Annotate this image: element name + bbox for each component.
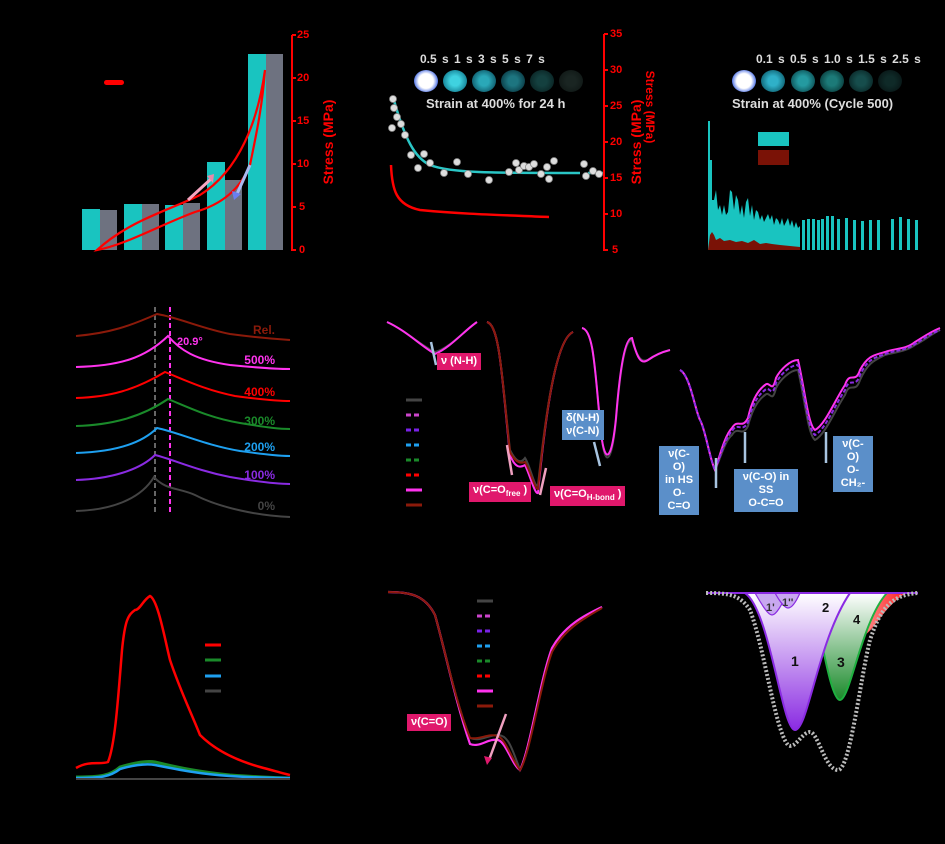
tick-10: 10: [610, 208, 623, 220]
label-rel: Rel.: [252, 323, 275, 337]
panel-c-cycle-chart: Stress (MPa) 0.1 s 0.5 s 1.0 s 1.5 s 2.5…: [640, 0, 945, 280]
annotation-ss: ν(C-O) in SS O-C=O: [734, 469, 798, 512]
bars: [82, 54, 283, 250]
annotation-hs: ν(C-O) in HS O-C=O: [659, 446, 699, 515]
label-angle: 20.9°: [177, 336, 203, 348]
time-labels: 0.5 s 1 s 3 s 5 s 7 s: [420, 52, 545, 66]
annotation-co-hbond: ν(C=OH-bond ): [550, 486, 626, 507]
panel-e-plot: [386, 321, 941, 507]
annotation-nh: ν (N-H): [437, 353, 482, 370]
darkred-bars: [708, 232, 800, 250]
envelope-dotted: [705, 591, 919, 773]
tick-5: 5: [299, 201, 306, 213]
tick-30: 30: [610, 64, 623, 76]
panel-g-emission-chart: [0, 560, 320, 844]
data-points: [388, 95, 603, 184]
label-0: 0%: [257, 499, 275, 513]
tick-15: 15: [610, 172, 623, 184]
peak-1b: [773, 592, 801, 609]
tick-25: 25: [610, 100, 623, 112]
panel-a-bar-chart: 25 20 15 10 5 0 Stress (MPa): [0, 0, 336, 280]
panel-b-relaxation-chart: 0.5 s 1 s 3 s 5 s 7 s Strain at 400% for…: [320, 0, 644, 280]
panel-i-plot: [705, 591, 919, 773]
curve-500: [75, 334, 291, 370]
annotation-co: ν(C=O): [407, 714, 452, 731]
panel-b-plot: [388, 33, 608, 251]
caption: Strain at 400% for 24 h: [426, 96, 566, 111]
tick-20: 20: [610, 136, 623, 148]
legend-marks: [205, 643, 221, 693]
tick-5: 5: [612, 244, 619, 256]
tick-10: 10: [297, 158, 310, 170]
tick-35: 35: [610, 28, 623, 40]
peak-label-2: 2: [822, 600, 830, 615]
panel-c-plot: [708, 121, 918, 250]
caption: Strain at 400% (Cycle 500): [732, 96, 894, 111]
tick-0: 0: [299, 244, 306, 256]
curve-red: [75, 594, 291, 777]
legend-marks: [477, 599, 493, 708]
teal-bars: [708, 121, 800, 250]
label-400: 400%: [244, 385, 275, 399]
label-500: 500%: [244, 353, 275, 367]
peak-label-3: 3: [837, 654, 845, 670]
curve-300: [75, 397, 291, 430]
annotation-co-free: ν(C=Ofree ): [469, 482, 532, 503]
right-y-axis: [603, 33, 608, 251]
panel-i-deconvolution-chart: 1' 1'' 1 2 3 4: [690, 570, 945, 790]
panel-h-ftir-co-chart: ν(C=O): [380, 570, 640, 800]
annotation-ch2: ν(C-O) O-CH₂-: [833, 436, 873, 492]
label-100: 100%: [244, 468, 275, 482]
panel-h-plot: [387, 590, 603, 773]
curve-100: [75, 453, 291, 485]
peak-label-4: 4: [853, 612, 861, 627]
panel-e-ftir-chart: ν (N-H) ν(C=Ofree ) ν(C=OH-bond ) δ(N-H)…: [380, 300, 945, 520]
panel-g-plot: [75, 594, 291, 780]
arrows: [429, 341, 828, 496]
label-200: 200%: [244, 440, 275, 454]
curve-rel: [75, 312, 291, 341]
panel-d-plot: [75, 307, 291, 518]
right-y-axis: [291, 34, 296, 251]
curve-200: [75, 426, 291, 457]
sparse-teal-bars: [802, 216, 918, 250]
peak-1: [741, 592, 852, 732]
curve-0: [75, 475, 291, 518]
panel-a-plot: [82, 34, 296, 252]
peak-label-1: 1: [791, 653, 799, 669]
tick-15: 15: [297, 115, 310, 127]
tick-20: 20: [297, 72, 310, 84]
curve-blue: [75, 763, 291, 780]
label-300: 300%: [244, 414, 275, 428]
peak-label-1b: 1'': [782, 597, 794, 609]
peak-label-1a: 1': [766, 602, 775, 614]
tick-25: 25: [297, 29, 310, 41]
time-labels: 0.1 s 0.5 s 1.0 s 1.5 s 2.5 s: [756, 52, 921, 66]
curve-400: [75, 370, 291, 402]
annotation-nh-cn: δ(N-H) ν(C-N): [562, 410, 604, 440]
legend-marks: [406, 398, 422, 507]
panel-d-xrd-chart: Rel. 20.9° 500% 400% 300% 200% 100% 0%: [0, 280, 320, 540]
relaxation-curve: [389, 164, 550, 219]
